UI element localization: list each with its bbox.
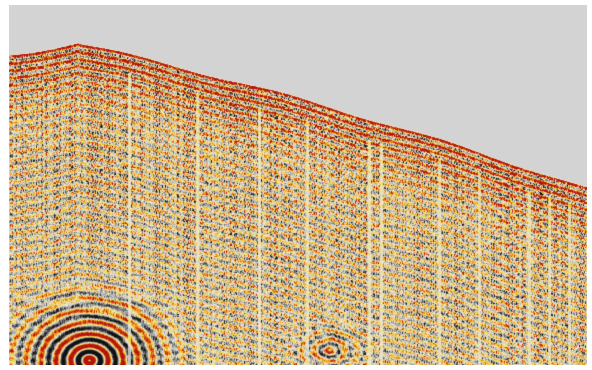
seismic-panel xyxy=(9,5,587,365)
seismic-section-image xyxy=(9,5,587,365)
